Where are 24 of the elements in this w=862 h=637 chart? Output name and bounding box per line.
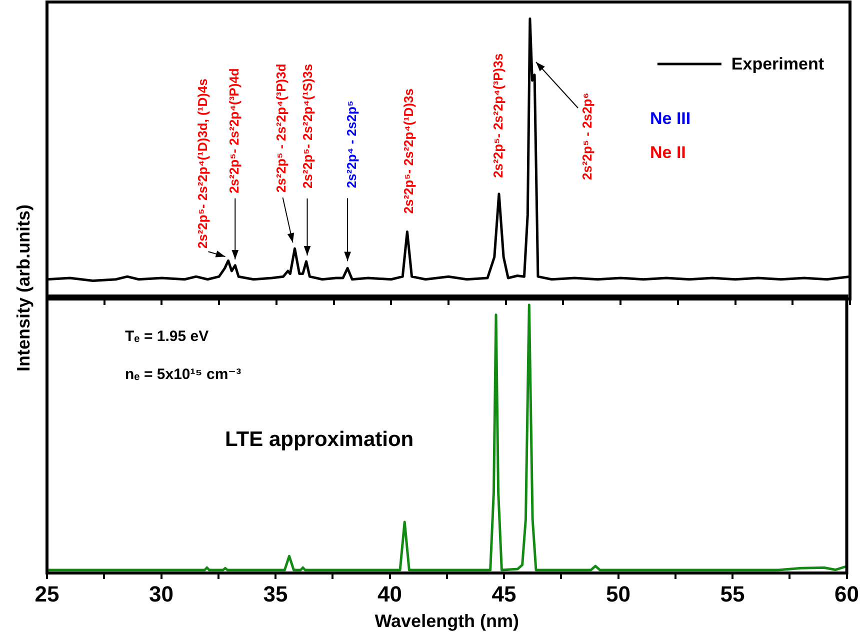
annotation: Ne III (650, 109, 691, 128)
x-tick-label: 55 (720, 581, 745, 606)
annotation: 2s²2p⁵ - 2s²2p⁴(³P)3d (273, 64, 288, 193)
annotation: nₑ = 5x10¹⁵ cm⁻³ (125, 366, 242, 383)
x-tick-label: 25 (34, 581, 60, 606)
annotation: 2s²2p⁵- 2s²2p⁴(¹D)3d, (¹D)4s (194, 78, 210, 249)
annotation: 2s²2p⁵- 2s²2p⁴(³P)4d (226, 68, 242, 194)
annotation: 2s²2p⁵- 2s²2p⁴(³P)3s (490, 53, 506, 178)
annotation: 2s²2p⁵ - 2s2p⁶ (580, 92, 595, 180)
x-tick-label: 60 (834, 581, 860, 606)
annotation: 2s²2p⁴ - 2s2p⁵ (344, 100, 360, 188)
legend-label: Experiment (731, 54, 824, 74)
x-tick-label: 35 (263, 581, 288, 606)
x-tick-label: 30 (149, 581, 174, 606)
x-axis-title: Wavelength (nm) (374, 611, 520, 632)
annotation: 2s²2p⁵- 2s²2p⁴(¹S)3s (300, 64, 315, 188)
annotation: LTE approximation (225, 428, 414, 451)
x-tick-label: 45 (492, 581, 516, 606)
y-axis-title: Intensity (arb.units) (14, 204, 34, 372)
annotation: Tₑ = 1.95 eV (125, 328, 209, 345)
x-tick-label: 50 (606, 581, 631, 606)
annotation: Ne II (650, 143, 686, 162)
x-tick-label: 40 (378, 581, 402, 606)
annotation: 2s²2p⁵- 2s²2p⁴(¹D)3s (400, 88, 416, 214)
